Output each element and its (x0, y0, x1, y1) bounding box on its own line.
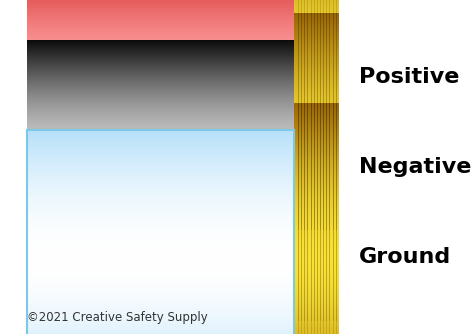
Text: ©2021 Creative Safety Supply: ©2021 Creative Safety Supply (27, 311, 208, 324)
Text: Ground: Ground (359, 247, 452, 267)
Bar (317, 13, 318, 321)
Text: Positive: Positive (359, 67, 460, 87)
Bar (310, 13, 311, 321)
Bar (326, 0, 327, 230)
Bar (304, 104, 305, 334)
Bar (323, 13, 324, 321)
Bar (320, 0, 321, 230)
Bar (317, 0, 318, 230)
Bar (304, 13, 305, 321)
Bar (301, 0, 302, 230)
Bar (323, 0, 324, 230)
Bar (304, 0, 305, 230)
Bar (336, 0, 337, 230)
Bar (301, 104, 302, 334)
Bar (323, 104, 324, 334)
Bar (329, 13, 330, 321)
Bar (333, 104, 334, 334)
Bar (27, 130, 294, 334)
Bar (310, 0, 311, 230)
Bar (310, 104, 311, 334)
Bar (329, 104, 330, 334)
Bar (326, 13, 327, 321)
Bar (329, 0, 330, 230)
Bar (317, 104, 318, 334)
Bar (314, 0, 315, 230)
Bar (320, 13, 321, 321)
Bar (320, 104, 321, 334)
Bar (308, 104, 309, 334)
Bar (326, 104, 327, 334)
Bar (298, 13, 299, 321)
Bar (298, 0, 299, 230)
Bar (333, 0, 334, 230)
Bar (301, 13, 302, 321)
Bar (308, 13, 309, 321)
Bar (298, 104, 299, 334)
Bar (308, 0, 309, 230)
Bar (336, 104, 337, 334)
Bar (314, 104, 315, 334)
Bar (336, 13, 337, 321)
Text: Negative: Negative (359, 157, 472, 177)
Bar (333, 13, 334, 321)
Bar (314, 13, 315, 321)
